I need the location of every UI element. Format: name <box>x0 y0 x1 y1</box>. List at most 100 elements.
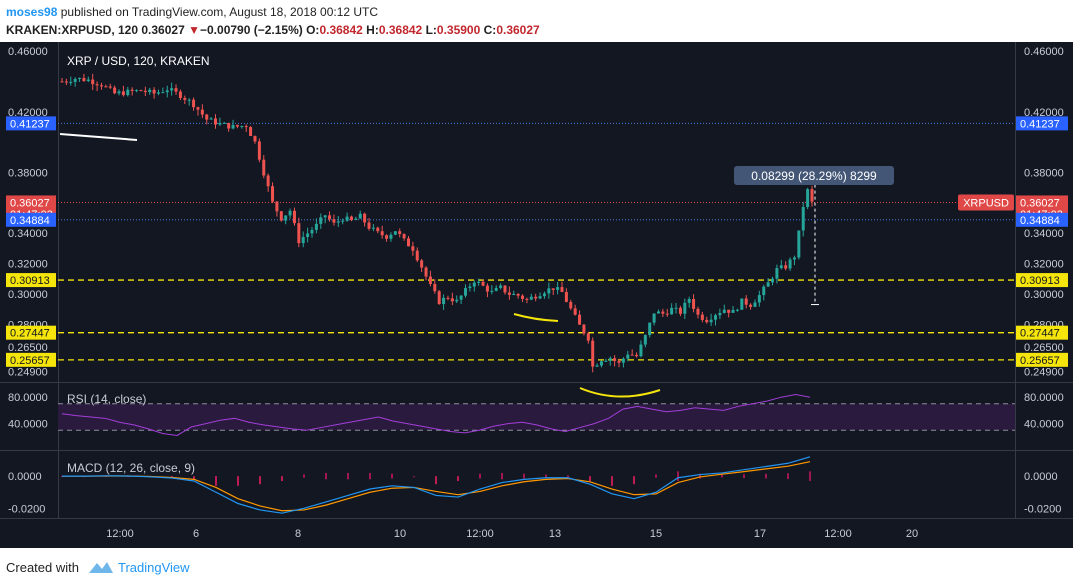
candle-up <box>455 299 459 302</box>
y-tick-left: 0.38000 <box>8 168 48 180</box>
candle-down <box>700 314 704 320</box>
candle-up <box>86 79 90 82</box>
y-tick-left: 0.30000 <box>8 289 48 301</box>
candle-down <box>262 159 266 176</box>
candle-down <box>591 340 595 367</box>
candle-down <box>635 354 639 357</box>
price-label-right-bg <box>1016 325 1068 340</box>
rsi-tick-left: 80.0000 <box>8 392 48 404</box>
price-label-right-bg <box>1016 212 1068 227</box>
candle-down <box>297 223 301 244</box>
candle-up <box>775 268 779 279</box>
candle-down <box>507 292 511 295</box>
candle-down <box>152 89 156 94</box>
candle-down <box>406 238 410 247</box>
candle-up <box>687 299 691 303</box>
candle-down <box>630 354 634 356</box>
low-value: 0.35900 <box>436 23 481 37</box>
candle-up <box>442 297 446 305</box>
rsi-band <box>58 403 1015 431</box>
candle-up <box>117 91 121 94</box>
x-tick-label: 6 <box>193 528 199 540</box>
candle-up <box>512 293 516 295</box>
y-tick-right: 0.26500 <box>1024 342 1064 354</box>
candle-up <box>126 89 130 96</box>
candle-up <box>499 285 503 288</box>
candle-down <box>485 285 489 292</box>
candle-up <box>358 213 362 219</box>
candle-up <box>683 302 687 314</box>
x-tick-label: 12:00 <box>106 528 134 540</box>
macd-hist-bar <box>237 476 239 486</box>
candle-down <box>82 77 86 82</box>
macd-hist-bar <box>545 474 547 478</box>
candle-up <box>626 354 630 359</box>
macd-hist-bar <box>259 476 261 485</box>
candle-up <box>319 217 323 224</box>
candle-down <box>292 210 296 224</box>
candle-down <box>569 301 573 309</box>
candle-down <box>428 276 432 284</box>
x-tick-label: 10 <box>394 528 406 540</box>
candle-down <box>424 267 428 277</box>
candle-down <box>200 109 204 115</box>
candle-up <box>670 307 674 315</box>
candle-down <box>573 308 577 315</box>
footer: Created with TradingView <box>0 548 1073 585</box>
candle-down <box>113 87 117 94</box>
candle-down <box>271 186 275 202</box>
price-label-right-bg <box>1016 195 1068 210</box>
candle-down <box>196 107 200 110</box>
chart-title: XRP / USD, 120, KRAKEN <box>67 54 210 68</box>
candle-up <box>209 118 213 120</box>
candle-up <box>468 286 472 289</box>
candle-up <box>757 295 761 303</box>
candle-up <box>336 221 340 223</box>
candle-up <box>218 122 222 125</box>
candle-down <box>380 231 384 236</box>
macd-hist-bar <box>193 476 195 480</box>
candle-down <box>367 222 371 229</box>
candle-down <box>64 81 68 83</box>
macd-hist-bar <box>127 476 129 478</box>
rsi-tick-right: 80.0000 <box>1024 392 1064 404</box>
rsi-label: RSI (14, close) <box>67 392 146 406</box>
candle-up <box>709 319 713 323</box>
candle-down <box>503 285 507 293</box>
price-label-left: 0.36027 <box>10 197 50 209</box>
candle-down <box>385 235 389 239</box>
candle-down <box>130 89 134 91</box>
price-label-right: 0.25657 <box>1020 355 1060 367</box>
candle-down <box>183 97 187 100</box>
chart-area[interactable]: 0.46000 0.46000 0.42000 0.42000 0.38000 0.380… <box>0 42 1073 548</box>
candle-down <box>249 127 253 137</box>
candle-down <box>214 118 218 125</box>
candle-down <box>696 308 700 315</box>
price-label-right: 0.27447 <box>1020 328 1060 340</box>
chart-svg[interactable]: 0.46000 0.46000 0.42000 0.42000 0.38000 0.380… <box>0 42 1073 548</box>
candle-down <box>332 219 336 223</box>
high-value: 0.36842 <box>378 23 423 37</box>
candle-down <box>91 79 95 85</box>
candle-down <box>784 265 788 269</box>
candle-up <box>714 315 718 320</box>
candle-up <box>301 237 305 244</box>
candle-up <box>240 126 244 128</box>
last-price: 0.36027 <box>141 23 185 37</box>
arc-annotation-1 <box>513 313 559 322</box>
price-label-right: 0.41237 <box>1020 118 1060 130</box>
created-with-label: Created with <box>6 560 79 575</box>
y-tick-right: 0.32000 <box>1024 259 1064 271</box>
candle-up <box>735 309 739 311</box>
close-value: 0.36027 <box>496 23 540 37</box>
candle-down <box>525 298 529 300</box>
x-tick-label: 12:00 <box>466 528 494 540</box>
candle-down <box>665 313 669 315</box>
high-label: H: <box>366 23 379 37</box>
candle-down <box>481 281 485 286</box>
price-label-left: 0.41237 <box>10 118 50 130</box>
open-value: 0.36842 <box>319 23 363 37</box>
tradingview-link[interactable]: TradingView <box>118 560 190 575</box>
author-link[interactable]: moses98 <box>6 5 58 19</box>
rsi-tick-right: 40.0000 <box>1024 419 1064 431</box>
